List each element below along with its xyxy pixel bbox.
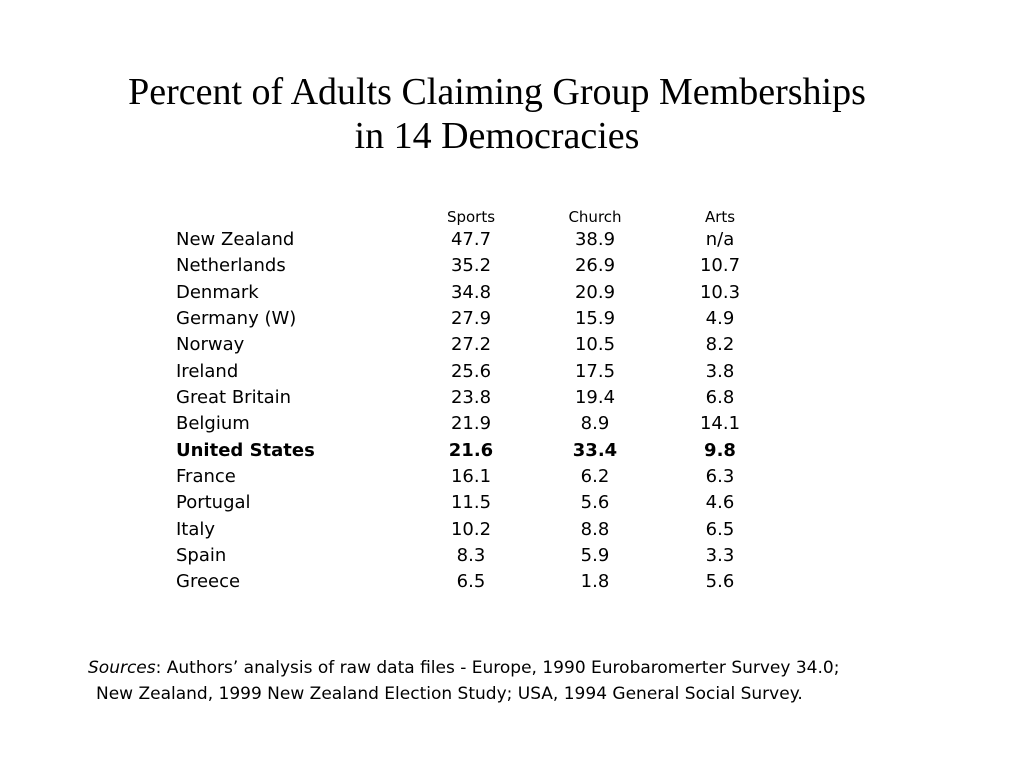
sports-cell: 10.2 — [450, 518, 492, 540]
country-cell: Greece — [176, 571, 241, 593]
column-header-church: Church — [568, 208, 622, 226]
sports-cell: 21.6 — [448, 439, 494, 461]
arts-cell: 14.1 — [699, 413, 741, 435]
arts-cell: 9.8 — [704, 439, 736, 461]
church-cell: 5.9 — [580, 545, 610, 567]
country-cell: Great Britain — [176, 387, 292, 409]
church-cell: 26.9 — [574, 255, 616, 277]
church-cell: 1.8 — [580, 571, 610, 593]
church-cell: 6.2 — [580, 466, 610, 488]
sports-cell: 35.2 — [450, 255, 492, 277]
arts-cell: 3.8 — [705, 360, 735, 382]
sports-cell: 11.5 — [450, 492, 492, 514]
church-cell: 8.8 — [580, 518, 610, 540]
arts-cell: 4.9 — [705, 308, 735, 330]
arts-cell: 4.6 — [705, 492, 735, 514]
arts-cell: 8.2 — [705, 334, 735, 356]
arts-cell: 10.3 — [699, 281, 741, 303]
slide-title: Percent of Adults Claiming Group Members… — [0, 70, 994, 158]
country-cell: Portugal — [176, 492, 251, 514]
title-line-1: Percent of Adults Claiming Group Members… — [128, 71, 866, 113]
column-header-arts: Arts — [704, 208, 736, 226]
country-cell: France — [176, 466, 236, 488]
sports-cell: 27.2 — [450, 334, 492, 356]
sports-cell: 21.9 — [450, 413, 492, 435]
sources-line-1: Sources: Authors’ analysis of raw data f… — [88, 655, 839, 681]
church-cell: 5.6 — [580, 492, 610, 514]
sports-cell: 27.9 — [450, 308, 492, 330]
sports-cell: 23.8 — [450, 387, 492, 409]
country-cell: Germany (W) — [176, 308, 297, 330]
church-cell: 38.9 — [574, 229, 616, 250]
sources-note: Sources: Authors’ analysis of raw data f… — [88, 655, 839, 707]
arts-cell: 10.7 — [699, 255, 741, 277]
country-cell: Belgium — [176, 413, 250, 435]
sports-cell: 34.8 — [450, 281, 492, 303]
arts-cell: 5.6 — [705, 571, 735, 593]
church-cell: 10.5 — [574, 334, 616, 356]
country-cell: New Zealand — [176, 229, 295, 250]
arts-cell: 6.8 — [705, 387, 735, 409]
sports-cell: 6.5 — [456, 571, 486, 593]
church-cell: 15.9 — [574, 308, 616, 330]
country-cell: Italy — [176, 518, 216, 540]
arts-cell: 6.5 — [705, 518, 735, 540]
country-cell: Netherlands — [176, 255, 286, 277]
church-cell: 17.5 — [574, 360, 616, 382]
sports-cell: 47.7 — [450, 229, 492, 250]
sources-label: Sources — [88, 658, 156, 678]
sports-cell: 25.6 — [450, 360, 492, 382]
country-cell: Ireland — [176, 360, 239, 382]
column-header-sports: Sports — [446, 208, 496, 226]
arts-cell: n/a — [705, 229, 735, 250]
country-cell: Spain — [176, 545, 227, 567]
church-cell: 19.4 — [574, 387, 616, 409]
church-cell: 20.9 — [574, 281, 616, 303]
country-cell: Denmark — [176, 281, 259, 303]
sources-line-1-text: : Authors’ analysis of raw data files - … — [155, 658, 840, 678]
arts-cell: 3.3 — [705, 545, 735, 567]
sources-line-2: New Zealand, 1999 New Zealand Election S… — [96, 684, 803, 704]
title-line-2: in 14 Democracies — [354, 115, 640, 157]
church-cell: 8.9 — [580, 413, 610, 435]
country-cell: United States — [176, 439, 315, 461]
arts-cell: 6.3 — [705, 466, 735, 488]
sports-cell: 16.1 — [450, 466, 492, 488]
sports-cell: 8.3 — [456, 545, 486, 567]
church-cell: 33.4 — [572, 439, 618, 461]
country-cell: Norway — [176, 334, 245, 356]
